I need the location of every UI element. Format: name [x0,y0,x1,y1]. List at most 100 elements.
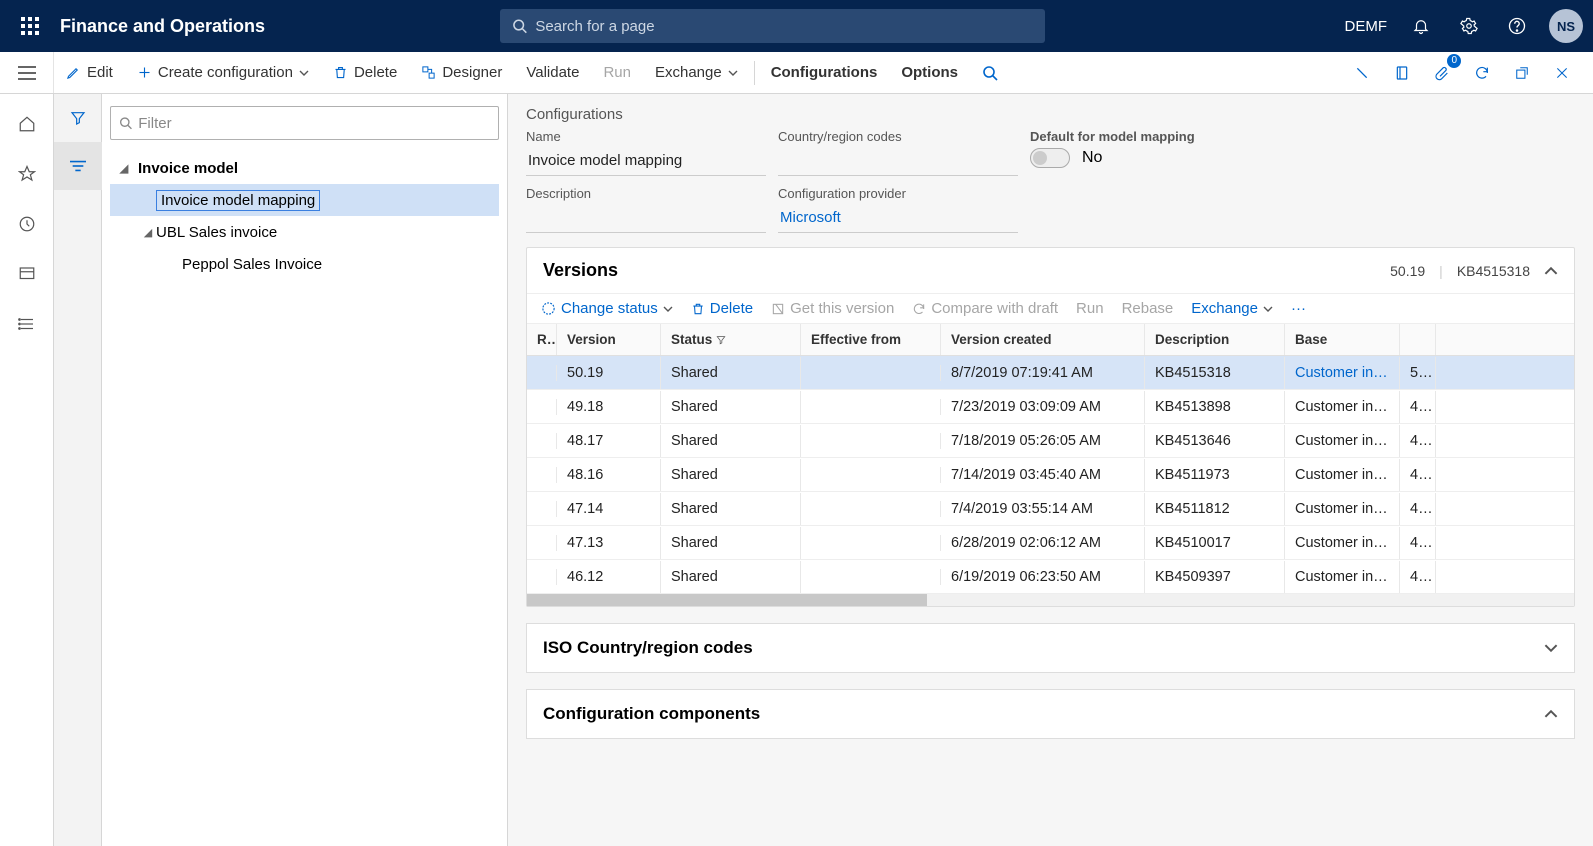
options-button[interactable]: Options [889,52,970,93]
table-row[interactable]: 46.12Shared6/19/2019 06:23:50 AMKB450939… [527,560,1574,594]
tree-filter[interactable] [110,106,499,140]
grid-cell: 50.19 [557,357,661,389]
default-value: No [1082,149,1102,167]
modules-icon[interactable] [15,312,39,336]
change-status-button[interactable]: Change status [541,300,673,317]
grid-cell: Shared [661,561,801,593]
grid-cell: Customer inv... [1285,527,1400,559]
table-row[interactable]: 47.14Shared7/4/2019 03:55:14 AMKB4511812… [527,492,1574,526]
configurations-button[interactable]: Configurations [759,52,890,93]
filter-rail [54,94,102,846]
more-icon[interactable]: ··· [1291,300,1306,317]
grid-cell: 7/4/2019 03:55:14 AM [941,493,1145,525]
tree-item-label: UBL Sales invoice [156,224,277,241]
avatar[interactable]: NS [1549,9,1583,43]
connector-icon[interactable] [1347,58,1377,88]
lines-icon[interactable] [54,142,102,190]
grid-header-cell[interactable]: Status [661,324,801,355]
search-input[interactable] [535,18,1033,35]
recent-icon[interactable] [15,212,39,236]
table-row[interactable]: 50.19Shared8/7/2019 07:19:41 AMKB4515318… [527,356,1574,390]
grid-cell [527,535,557,551]
grid-header-cell[interactable] [1400,324,1436,355]
grid-cell: Customer inv... [1285,425,1400,457]
waffle-icon[interactable] [10,17,50,35]
hamburger-icon[interactable] [0,52,54,93]
country-label: Country/region codes [778,129,1018,144]
tree-filter-input[interactable] [138,115,490,132]
workspace-icon[interactable] [15,262,39,286]
grid-cell: 8/7/2019 07:19:41 AM [941,357,1145,389]
description-value[interactable] [526,203,766,233]
star-icon[interactable] [15,162,39,186]
grid-cell: 47 [1400,493,1436,525]
close-icon[interactable] [1547,58,1577,88]
bell-icon[interactable] [1399,0,1443,52]
grid-cell: Shared [661,357,801,389]
country-value[interactable] [778,146,1018,176]
table-row[interactable]: 47.13Shared6/28/2019 02:06:12 AMKB451001… [527,526,1574,560]
rebase-button: Rebase [1122,300,1174,317]
funnel-icon[interactable] [54,94,102,142]
versions-delete-button[interactable]: Delete [691,300,753,317]
grid-cell [527,501,557,517]
tree-root[interactable]: ◢Invoice model [110,152,499,184]
delete-button[interactable]: Delete [321,52,409,93]
grid-cell [527,365,557,381]
grid-header-cell[interactable]: Description [1145,324,1285,355]
edit-button[interactable]: Edit [54,52,125,93]
table-row[interactable]: 49.18Shared7/23/2019 03:09:09 AMKB451389… [527,390,1574,424]
table-row[interactable]: 48.17Shared7/18/2019 05:26:05 AMKB451364… [527,424,1574,458]
home-icon[interactable] [15,112,39,136]
grid-cell [801,501,941,517]
designer-button[interactable]: Designer [409,52,514,93]
provider-value[interactable]: Microsoft [778,203,1018,233]
iso-panel[interactable]: ISO Country/region codes [526,623,1575,673]
iso-title: ISO Country/region codes [543,638,753,658]
name-value[interactable]: Invoice model mapping [526,146,766,176]
gear-icon[interactable] [1447,0,1491,52]
tree-item[interactable]: Invoice model mapping [110,184,499,216]
tree-item[interactable]: ◢UBL Sales invoice [110,216,499,248]
table-row[interactable]: 48.16Shared7/14/2019 03:45:40 AMKB451197… [527,458,1574,492]
versions-collapse-icon[interactable] [1544,264,1558,278]
grid-header-cell[interactable]: Effective from [801,324,941,355]
book-icon[interactable] [1387,58,1417,88]
global-search[interactable] [500,9,1045,43]
delete-label: Delete [354,64,397,81]
tree-item[interactable]: Peppol Sales Invoice [110,248,499,280]
grid-cell: KB4513646 [1145,425,1285,457]
grid-cell: 47.14 [557,493,661,525]
default-label: Default for model mapping [1030,129,1270,144]
grid-cell: Shared [661,527,801,559]
versions-exchange-button[interactable]: Exchange [1191,300,1273,317]
components-panel[interactable]: Configuration components [526,689,1575,739]
grid-header-cell[interactable]: Version created [941,324,1145,355]
default-toggle[interactable] [1030,148,1070,168]
grid-header-cell[interactable]: R... [527,324,557,355]
attach-icon[interactable]: 0 [1427,58,1457,88]
grid-cell: Customer inv... [1285,391,1400,423]
chevron-down-icon [1544,641,1558,655]
refresh-icon[interactable] [1467,58,1497,88]
action-search-icon[interactable] [970,52,1010,93]
exchange-button[interactable]: Exchange [643,52,750,93]
grid-scrollbar[interactable] [527,594,1574,606]
config-tree: ◢Invoice model Invoice model mapping◢UBL… [110,152,499,280]
help-icon[interactable] [1495,0,1539,52]
compare-button: Compare with draft [912,300,1058,317]
grid-header-cell[interactable]: Base [1285,324,1400,355]
versions-summary-kb: KB4515318 [1457,263,1530,279]
grid-cell: KB4511812 [1145,493,1285,525]
grid-cell: Customer inv... [1285,493,1400,525]
grid-cell [527,569,557,585]
action-bar: Edit Create configuration Delete Designe… [0,52,1593,94]
validate-button[interactable]: Validate [514,52,591,93]
grid-header-cell[interactable]: Version [557,324,661,355]
popout-icon[interactable] [1507,58,1537,88]
versions-summary-ver: 50.19 [1390,263,1425,279]
grid-cell: 48.17 [557,425,661,457]
company-code[interactable]: DEMF [1345,18,1388,35]
create-config-button[interactable]: Create configuration [125,52,321,93]
description-label: Description [526,186,766,201]
